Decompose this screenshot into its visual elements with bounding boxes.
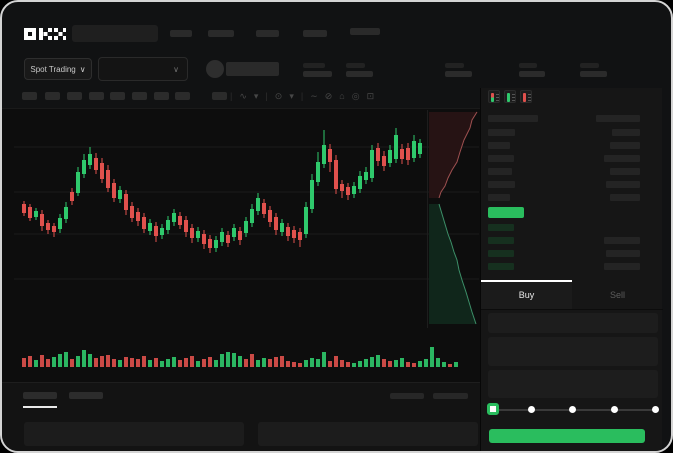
chevron-down-icon[interactable]: ▾: [253, 90, 259, 101]
stat-change: [346, 63, 373, 77]
bid-row[interactable]: [488, 237, 656, 245]
slider-handle[interactable]: [487, 403, 499, 415]
divider: |: [300, 91, 304, 101]
divider: |: [230, 91, 233, 101]
compare-icon[interactable]: ⊘: [324, 90, 333, 101]
market-type-selector[interactable]: Spot Trading ∨: [24, 58, 92, 80]
slider-stop[interactable]: [527, 406, 535, 413]
orders-filter-placeholder[interactable]: [433, 393, 468, 399]
ask-row[interactable]: [488, 181, 656, 189]
chevron-down-icon[interactable]: ▾: [289, 90, 294, 101]
chart-tool-icons: | ∿ ▾ | ⊙ ▾ | ∼ ⊘ ⌂ ◎ ⊡: [230, 89, 374, 103]
tab-order-history[interactable]: [69, 392, 103, 399]
nav-item-placeholder[interactable]: [350, 28, 380, 35]
orderbook-view-switcher: [488, 90, 532, 103]
interval-button[interactable]: [175, 92, 190, 100]
total-input[interactable]: [488, 370, 658, 398]
buy-submit-button[interactable]: [489, 429, 645, 443]
bid-row[interactable]: [488, 250, 656, 258]
orderbook-view-both-icon[interactable]: [488, 90, 500, 103]
settings-icon[interactable]: ◎: [351, 90, 360, 101]
slider-stop[interactable]: [569, 406, 576, 413]
last-price-bar: [488, 207, 524, 218]
orders-history-section: [2, 382, 480, 451]
chevron-down-icon: ∨: [79, 64, 86, 74]
ask-row[interactable]: [488, 194, 656, 202]
order-side-tabs: Buy Sell: [481, 280, 663, 310]
stat-low: [519, 63, 545, 77]
chart-pane[interactable]: [2, 108, 480, 382]
orders-table-placeholder: [258, 422, 478, 446]
interval-button[interactable]: [110, 92, 125, 100]
slider-stop[interactable]: [610, 406, 618, 413]
price-input[interactable]: [488, 313, 658, 333]
orderbook-view-asks-icon[interactable]: [520, 90, 532, 103]
ask-row[interactable]: [488, 155, 656, 163]
candle-style-icon[interactable]: ∿: [239, 90, 247, 101]
camera-icon[interactable]: ⌂: [339, 91, 345, 101]
tab-sell[interactable]: Sell: [572, 280, 663, 309]
nav-item-placeholder[interactable]: [170, 30, 192, 37]
nav-item-placeholder[interactable]: [303, 30, 327, 37]
interval-button[interactable]: [89, 92, 104, 100]
line-chart-icon[interactable]: ∼: [310, 90, 318, 101]
interval-button[interactable]: [67, 92, 82, 100]
market-type-label: Spot Trading: [30, 64, 76, 74]
bid-row[interactable]: [488, 224, 656, 232]
tab-buy[interactable]: Buy: [481, 280, 572, 309]
slider-stop[interactable]: [652, 406, 659, 413]
amount-input[interactable]: [488, 337, 658, 366]
interval-button[interactable]: [154, 92, 169, 100]
tab-sell-label: Sell: [609, 289, 625, 300]
trade-panel: Buy Sell: [480, 88, 663, 451]
indicators-icon[interactable]: ⊙: [274, 90, 283, 101]
orderbook-header[interactable]: [488, 115, 656, 123]
ask-row[interactable]: [488, 129, 656, 137]
search-input[interactable]: [72, 25, 158, 42]
tab-open-orders[interactable]: [23, 392, 57, 399]
nav-item-placeholder[interactable]: [208, 30, 234, 37]
interval-button[interactable]: [132, 92, 147, 100]
ask-row[interactable]: [488, 142, 656, 150]
divider: |: [265, 91, 268, 101]
active-tab-indicator: [23, 406, 57, 408]
okx-logo: [24, 28, 66, 40]
bid-row[interactable]: [488, 263, 656, 271]
interval-button[interactable]: [22, 92, 37, 100]
ask-row[interactable]: [488, 168, 656, 176]
stat-last-price: [303, 63, 332, 77]
chevron-down-icon: ∨: [173, 64, 179, 74]
orders-filter-placeholder[interactable]: [390, 393, 424, 399]
interval-button[interactable]: [45, 92, 60, 100]
pair-name-placeholder: [226, 62, 279, 76]
orderbook-view-bids-icon[interactable]: [504, 90, 516, 103]
orders-table-placeholder: [24, 422, 244, 446]
fullscreen-icon[interactable]: ⊡: [366, 90, 375, 101]
stat-volume: [580, 63, 607, 77]
interval-button[interactable]: [212, 92, 227, 100]
pair-selector[interactable]: ∨: [98, 57, 188, 81]
nav-item-placeholder[interactable]: [256, 30, 279, 37]
tab-buy-label: Buy: [518, 289, 535, 300]
pair-avatar: [206, 60, 224, 78]
stat-high: [445, 63, 472, 77]
